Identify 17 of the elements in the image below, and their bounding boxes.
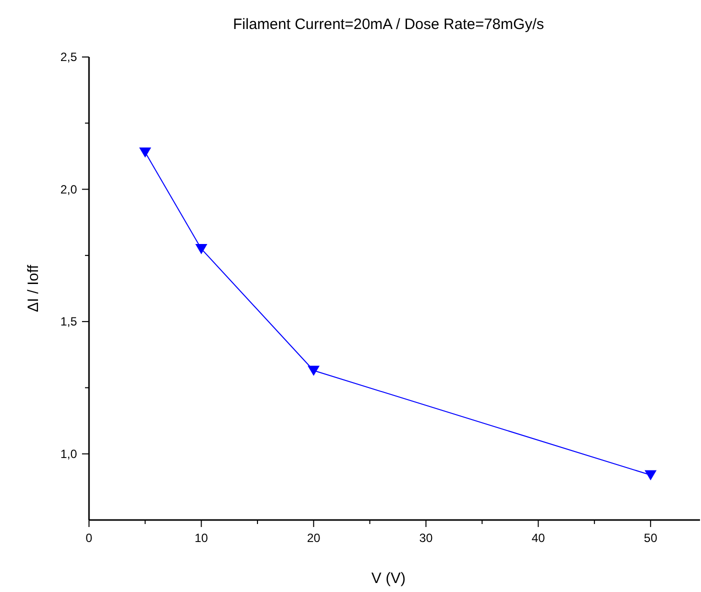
- y-tick-label: 1,0: [60, 446, 78, 461]
- x-tick-label: 40: [532, 531, 546, 545]
- x-tick-label: 50: [644, 531, 658, 545]
- point: [195, 244, 208, 254]
- x-tick-label: 30: [419, 531, 433, 545]
- point: [308, 366, 320, 376]
- y-tick-label: 1,5: [60, 314, 78, 329]
- point: [644, 470, 657, 480]
- x-axis-title: V (V): [371, 570, 406, 587]
- x-tick-label: 20: [306, 531, 321, 545]
- point: [139, 147, 152, 158]
- y-tick-label: 2,5: [60, 50, 78, 64]
- y-axis-title: ΔI / Ioff: [25, 264, 42, 312]
- x-tick-label: 0: [86, 531, 93, 545]
- chart-title: Filament Current=20mA / Dose Rate=78mGy/s: [233, 16, 544, 33]
- y-tick-label: 2,0: [60, 182, 78, 196]
- x-tick-label: 10: [194, 531, 208, 545]
